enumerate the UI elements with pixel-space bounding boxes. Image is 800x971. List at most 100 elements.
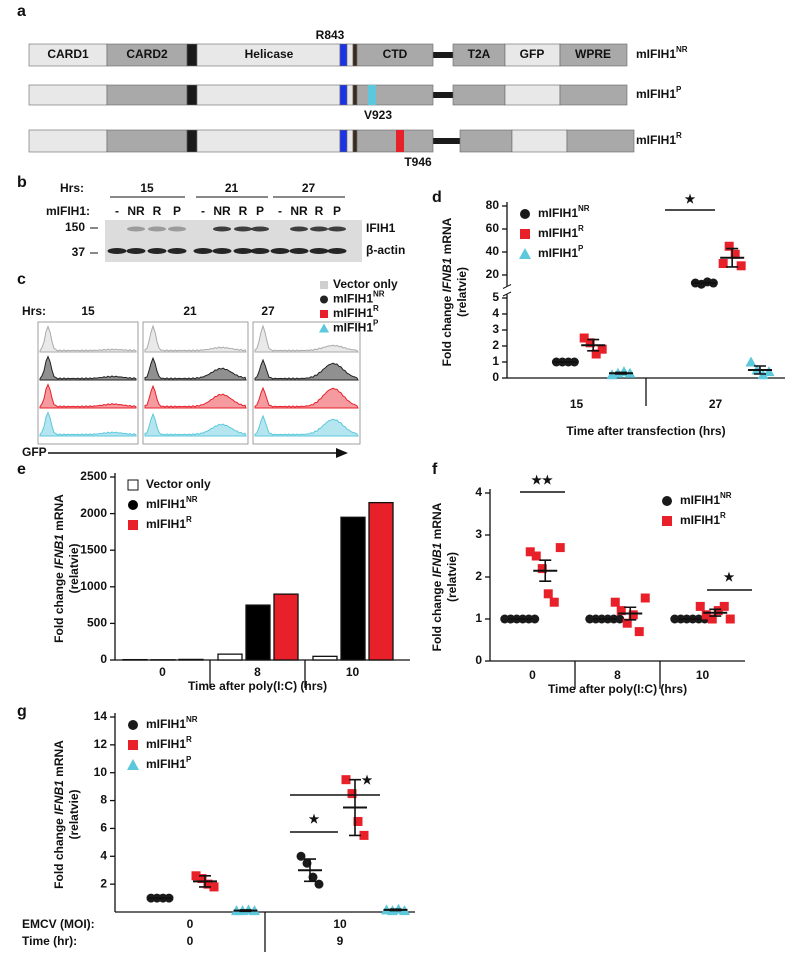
y-tick-label: 500 bbox=[87, 616, 107, 630]
y-label-italic: IFNB1 bbox=[52, 780, 66, 815]
x-tick-label: 0 bbox=[187, 917, 194, 931]
y-label-part: Fold change bbox=[430, 577, 444, 651]
name-text: mIFIH1 bbox=[146, 517, 186, 531]
name-superscript: R bbox=[373, 304, 379, 313]
y-tick-label: 2500 bbox=[80, 469, 107, 483]
band bbox=[327, 248, 347, 254]
legend-marker bbox=[520, 209, 530, 219]
histogram-frame bbox=[142, 321, 249, 445]
legend-label: mIFIH1NR bbox=[146, 495, 198, 511]
panel-label: b bbox=[17, 174, 27, 191]
data-point bbox=[353, 816, 363, 826]
lane: R bbox=[315, 204, 324, 218]
name-text: mIFIH1 bbox=[146, 757, 186, 771]
domain-block bbox=[346, 129, 354, 153]
data-point bbox=[296, 851, 306, 861]
y-axis-label: (relatvie) bbox=[67, 543, 81, 593]
band bbox=[168, 226, 186, 232]
significance-star: ★ bbox=[685, 192, 696, 206]
x-row-label: Time (hr): bbox=[22, 934, 77, 948]
axis-break bbox=[502, 291, 512, 297]
data-point bbox=[347, 789, 357, 799]
data-point bbox=[634, 627, 644, 637]
band bbox=[310, 226, 328, 232]
name-superscript: P bbox=[676, 85, 682, 94]
axis-label: GFP bbox=[22, 445, 47, 459]
y-tick-label: 20 bbox=[486, 267, 500, 281]
error-bar bbox=[304, 858, 316, 883]
data-point bbox=[736, 261, 746, 271]
y-axis-label: Fold change IFNB1 mRNA bbox=[440, 217, 454, 366]
panel-label: a bbox=[17, 3, 26, 20]
name-superscript: R bbox=[676, 131, 682, 140]
data-point bbox=[713, 606, 723, 616]
mutation-label: T946 bbox=[404, 155, 432, 169]
histogram bbox=[254, 414, 359, 437]
domain-block bbox=[566, 129, 635, 153]
legend-label: mIFIH1P bbox=[538, 244, 584, 260]
y-label-part: Fold change bbox=[52, 815, 66, 889]
error-bar bbox=[389, 908, 402, 912]
data-point bbox=[341, 775, 351, 785]
name-superscript: NR bbox=[720, 491, 732, 500]
name-superscript: NR bbox=[186, 715, 198, 724]
bar bbox=[312, 655, 338, 661]
y-tick-label: 14 bbox=[94, 709, 108, 723]
legend-marker bbox=[128, 740, 138, 750]
domain-block bbox=[196, 129, 341, 153]
y-tick-label: 40 bbox=[486, 244, 500, 258]
domain-label: T2A bbox=[468, 47, 491, 61]
y-label-part: mRNA bbox=[440, 217, 454, 257]
blot-membrane bbox=[105, 220, 362, 262]
y-tick-label: 0 bbox=[475, 653, 482, 667]
x-tick-label: 10 bbox=[696, 668, 710, 682]
domain-block bbox=[459, 129, 513, 153]
name-superscript: R bbox=[720, 511, 726, 520]
y-label-part: mRNA bbox=[52, 740, 66, 780]
y-tick-label: 12 bbox=[94, 737, 108, 751]
error-bar bbox=[199, 874, 211, 888]
name-text: mIFIH1 bbox=[680, 493, 720, 507]
histogram bbox=[254, 386, 359, 409]
domain-block bbox=[339, 129, 348, 153]
legend-label: Vector only bbox=[333, 277, 398, 291]
band bbox=[213, 226, 231, 232]
construct-name: mIFIH1R bbox=[636, 131, 682, 147]
name-superscript: P bbox=[578, 244, 584, 253]
significance-star: ★ bbox=[362, 773, 373, 787]
x-tick-label: 0 bbox=[187, 934, 194, 948]
data-point bbox=[701, 610, 711, 620]
y-axis-label: (relatvie) bbox=[67, 789, 81, 839]
band bbox=[147, 248, 167, 254]
lane: NR bbox=[290, 204, 308, 218]
y-axis-label: (relatvie) bbox=[445, 552, 459, 602]
y-tick-label: 3 bbox=[475, 527, 482, 541]
mutation-label: V923 bbox=[364, 108, 392, 122]
data-point bbox=[209, 882, 219, 892]
domain-block bbox=[28, 84, 108, 106]
lane: P bbox=[256, 204, 264, 218]
histogram bbox=[144, 412, 247, 437]
x-tick-label: 0 bbox=[159, 665, 166, 679]
domain-block bbox=[339, 43, 348, 67]
linker bbox=[433, 138, 460, 144]
bar bbox=[217, 653, 243, 661]
y-axis-label: Fold change IFNB1 mRNA bbox=[52, 494, 66, 643]
y-tick-label: 10 bbox=[94, 765, 108, 779]
error-bar bbox=[624, 606, 637, 621]
legend-label: Vector only bbox=[146, 477, 211, 491]
y-tick-label: 60 bbox=[486, 221, 500, 235]
legend-label: mIFIH1R bbox=[146, 735, 192, 751]
y-tick-label: 8 bbox=[100, 793, 107, 807]
y-tick-label: 4 bbox=[475, 485, 482, 499]
legend-marker bbox=[320, 295, 328, 304]
y-tick-label: 3 bbox=[492, 322, 499, 336]
name-text: Vector only bbox=[146, 477, 211, 491]
domain-block bbox=[186, 84, 198, 106]
y-axis-label: (relatvie) bbox=[455, 267, 469, 317]
error-bar bbox=[709, 608, 722, 617]
size-marker: 150 bbox=[65, 220, 85, 234]
bar bbox=[273, 593, 299, 661]
bar bbox=[368, 501, 394, 661]
data-point bbox=[622, 618, 632, 628]
